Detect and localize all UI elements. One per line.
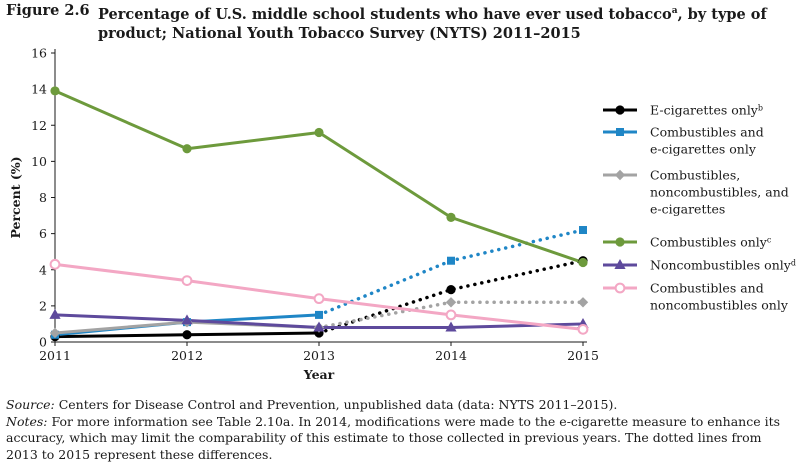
source-label: Source: xyxy=(6,397,55,412)
y-tick-label: 16 xyxy=(31,46,47,61)
series-2-point xyxy=(579,226,587,235)
series-5-point xyxy=(181,314,193,325)
legend-label: Combustibles onlyc xyxy=(650,235,772,250)
series-6-point xyxy=(313,293,325,305)
series-2-point xyxy=(315,310,323,319)
legend-swatch-marker xyxy=(616,128,624,136)
legend-swatch-marker xyxy=(615,105,625,115)
series-3-point xyxy=(577,297,589,308)
legend-item-3: Combustibles, noncombustibles, and e-cigar… xyxy=(603,168,789,217)
series-4-point xyxy=(446,212,456,222)
legend-label-superscript: c xyxy=(767,235,772,244)
legend-item-1: E-cigarettes onlyb xyxy=(603,103,763,118)
legend-item-5: Noncombustibles onlyd xyxy=(603,258,796,273)
source-text: Centers for Disease Control and Preventi… xyxy=(54,397,618,412)
figure-title-rest: , by type of product; National Youth Tob… xyxy=(98,5,767,42)
series-6-point xyxy=(181,275,193,286)
line-chart: 0 2 4 6 8 10 12 14 16 2011 2012 2013 2014 2015 Year Per… xyxy=(8,46,796,383)
y-tick-label: 12 xyxy=(31,118,47,133)
legend-swatch-marker xyxy=(615,237,625,247)
legend-label: Combustibles, xyxy=(650,168,740,183)
y-tick-label: 6 xyxy=(39,226,47,241)
series-1-point xyxy=(446,285,456,295)
legend-label: Combustibles and xyxy=(650,281,764,296)
x-axis-title: Year xyxy=(303,367,335,382)
series-4-point xyxy=(578,257,588,268)
y-tick-label: 0 xyxy=(39,335,47,350)
notes-line: Notes: For more information see Table 2.… xyxy=(6,414,796,464)
legend-label: e-cigarettes only xyxy=(650,142,757,157)
x-tick-label: 2015 xyxy=(567,348,599,363)
figure-title-superscript: a xyxy=(671,6,678,16)
series-5-point xyxy=(49,308,61,319)
series-markers xyxy=(49,86,589,342)
legend-swatch-marker xyxy=(614,169,626,181)
series-4-point xyxy=(314,127,324,138)
legend-label: noncombustibles only xyxy=(650,298,789,313)
series-3-point xyxy=(445,297,457,308)
series-6-point xyxy=(577,323,589,335)
legend-label: E-cigarettes onlyb xyxy=(650,103,763,118)
series-6-point xyxy=(49,258,61,270)
y-axis-title: Percent (%) xyxy=(8,156,23,238)
figure-title: Percentage of U.S. middle school student… xyxy=(98,2,788,43)
legend-label: Noncombustibles onlyd xyxy=(650,258,796,273)
series-2-point xyxy=(447,256,455,265)
series-1-point xyxy=(182,330,192,340)
legend-label: Combustibles and xyxy=(650,125,764,140)
series-5-point xyxy=(445,321,457,332)
legend-swatch-marker xyxy=(614,259,626,269)
figure-title-main: Percentage of U.S. middle school student… xyxy=(98,5,672,23)
source-line: Source: Centers for Disease Control and … xyxy=(6,397,796,414)
legend-label: noncombustibles, and xyxy=(650,185,789,200)
y-tick-label: 14 xyxy=(31,82,47,97)
series-3-point xyxy=(49,327,61,339)
x-tick-label: 2012 xyxy=(171,348,203,363)
y-tick-label: 4 xyxy=(39,262,47,277)
legend-item-2: Combustibles and e-cigarettes only xyxy=(603,125,764,157)
legend-label: e-cigarettes xyxy=(650,202,725,217)
series-1-dotted-line xyxy=(317,258,585,335)
x-tick-label: 2011 xyxy=(39,348,71,363)
x-tick-label: 2013 xyxy=(303,348,335,363)
legend-label-superscript: d xyxy=(791,258,796,267)
notes-label: Notes: xyxy=(6,413,48,429)
series-4-point xyxy=(50,86,60,96)
legend-item-6: Combustibles and noncombustibles only xyxy=(603,281,789,313)
chart-legend: E-cigarettes onlyb Combustibles and e-ciga… xyxy=(603,103,796,313)
chart-axes: 0 2 4 6 8 10 12 14 16 2011 2012 2013 2014 2015 Year Per… xyxy=(8,46,599,383)
series-5-point xyxy=(313,321,325,332)
notes-text: For more information see Table 2.10a. In… xyxy=(6,413,781,462)
legend-item-4: Combustibles onlyc xyxy=(603,235,772,250)
y-tick-label: 8 xyxy=(39,190,47,205)
y-tick-label: 10 xyxy=(31,154,47,169)
series-4-point xyxy=(182,144,192,154)
series-4-line xyxy=(54,89,584,264)
legend-label-superscript: b xyxy=(758,103,763,112)
series-6-point xyxy=(445,309,457,321)
legend-swatch-marker xyxy=(614,282,626,294)
y-tick-label: 2 xyxy=(39,298,47,313)
figure-label: Figure 2.6 xyxy=(6,2,90,19)
x-tick-label: 2014 xyxy=(435,348,467,363)
figure-notes: Source: Centers for Disease Control and … xyxy=(6,397,796,463)
